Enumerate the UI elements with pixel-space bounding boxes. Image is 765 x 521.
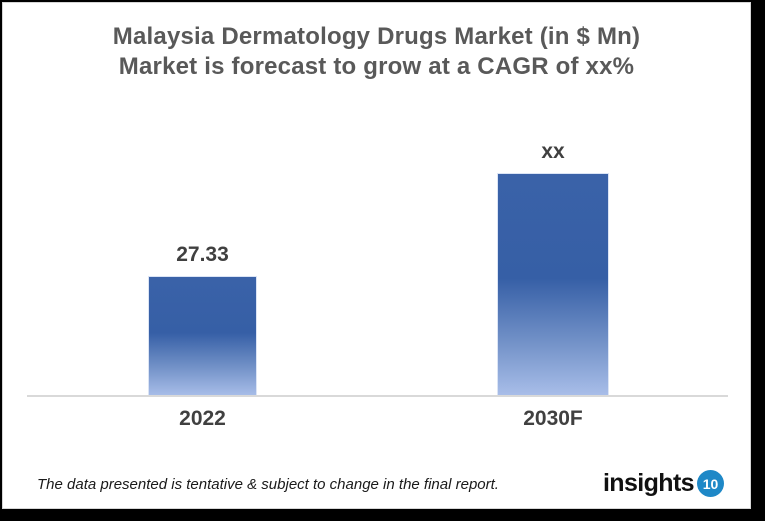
chart-title-line2: Market is forecast to grow at a CAGR of … bbox=[118, 53, 635, 80]
x-tick-2030f: 2030F bbox=[523, 407, 583, 430]
insights10-logo: insights 10 bbox=[603, 469, 724, 498]
chart-card: Malaysia Dermatology Drugs Market (in $ … bbox=[2, 2, 751, 509]
logo-wordmark: insights bbox=[602, 469, 695, 497]
bar-group-2030f: xx bbox=[497, 140, 609, 396]
x-axis-line bbox=[27, 395, 728, 397]
disclaimer-text: The data presented is tentative & subjec… bbox=[37, 476, 499, 493]
bar-value-label-2022: 27.33 bbox=[176, 243, 229, 266]
x-tick-2022: 2022 bbox=[179, 407, 226, 430]
bar-group-2022: 27.33 bbox=[148, 243, 257, 396]
logo-badge-10: 10 bbox=[697, 470, 724, 497]
chart-title-line1: Malaysia Dermatology Drugs Market (in $ … bbox=[112, 23, 641, 50]
bar-value-label-2030f: xx bbox=[541, 140, 565, 163]
plot-area: 27.33 xx 2022 2030F bbox=[3, 3, 750, 508]
bar-2030f bbox=[497, 173, 609, 396]
chart-title: Malaysia Dermatology Drugs Market (in $ … bbox=[3, 22, 750, 82]
bar-2022 bbox=[148, 276, 257, 396]
